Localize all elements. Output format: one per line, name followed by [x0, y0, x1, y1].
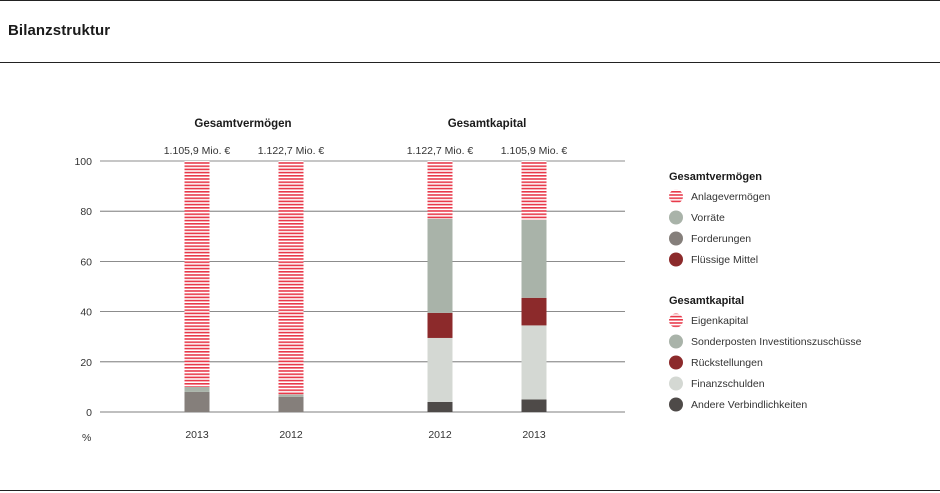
bar-total-label: 1.105,9 Mio. €: [164, 145, 231, 157]
bar-segment: [184, 391, 210, 412]
legend-swatch: [669, 334, 683, 349]
bar-segment: [427, 337, 453, 402]
bar-segment: [521, 219, 547, 298]
balance-structure-chart: 0 20 40 60 80 100% Gesamtvermögen 1.105,9 Mio. …: [74, 118, 862, 444]
legend-section-title: Gesamtkapital: [669, 295, 744, 307]
y-tick-label: 60: [80, 256, 92, 268]
legend-swatch: [669, 231, 683, 246]
legend-item-label: Forderungen: [691, 233, 751, 245]
bar-segment: [184, 386, 210, 392]
legend-item-label: Finanzschulden: [691, 378, 765, 390]
bar-segment: [521, 161, 547, 220]
y-tick-label: 100: [74, 156, 92, 168]
legend-item-label: Eigenkapital: [691, 315, 748, 327]
group-title: Gesamtkapital: [448, 118, 527, 130]
legend-item-label: Vorräte: [691, 212, 725, 224]
bar-total-label: 1.122,7 Mio. €: [407, 145, 474, 157]
legend-item-label: Andere Verbindlichkeiten: [691, 399, 807, 411]
legend-swatch: [669, 376, 683, 391]
y-tick-label: 40: [80, 307, 92, 319]
legend-swatch: [669, 313, 683, 328]
bar-segment: [427, 218, 453, 313]
x-tick-label: 2012: [279, 429, 303, 441]
bar-segment: [184, 161, 210, 387]
bar-segment: [278, 396, 304, 412]
y-tick-label: 20: [80, 357, 92, 369]
legend-swatch: [669, 189, 683, 204]
bar-segment: [278, 161, 304, 395]
page-title: Bilanzstruktur: [8, 22, 111, 39]
legend-item-label: Sonderposten Investitionszuschüsse: [691, 336, 862, 348]
bar-total-label: 1.122,7 Mio. €: [258, 145, 325, 157]
top-rule: [0, 0, 940, 1]
bar-total-label: 1.105,9 Mio. €: [501, 145, 568, 157]
y-unit-label: %: [82, 432, 91, 444]
legend-swatch: [669, 397, 683, 412]
bar-segment: [427, 312, 453, 338]
bar-segment: [521, 297, 547, 326]
bar-segment: [278, 394, 304, 397]
bar-segment: [427, 161, 453, 219]
legend-swatch: [669, 355, 683, 370]
bar-segment: [521, 325, 547, 400]
legend-item-label: Anlagevermögen: [691, 191, 771, 203]
x-tick-label: 2013: [185, 429, 209, 441]
y-tick-label: 80: [80, 206, 92, 218]
bar-segment: [427, 401, 453, 412]
header-rule: [0, 62, 940, 63]
bottom-rule: [0, 490, 940, 491]
legend-swatch: [669, 252, 683, 267]
x-tick-label: 2012: [428, 429, 452, 441]
legend-section-title: Gesamtvermögen: [669, 171, 762, 183]
x-tick-label: 2013: [522, 429, 546, 441]
legend-item-label: Flüssige Mittel: [691, 254, 758, 266]
legend-item-label: Rückstellungen: [691, 357, 763, 369]
legend-swatch: [669, 210, 683, 225]
y-tick-label: 0: [86, 407, 92, 419]
bar-segment: [521, 399, 547, 412]
group-title: Gesamtvermögen: [194, 118, 291, 130]
